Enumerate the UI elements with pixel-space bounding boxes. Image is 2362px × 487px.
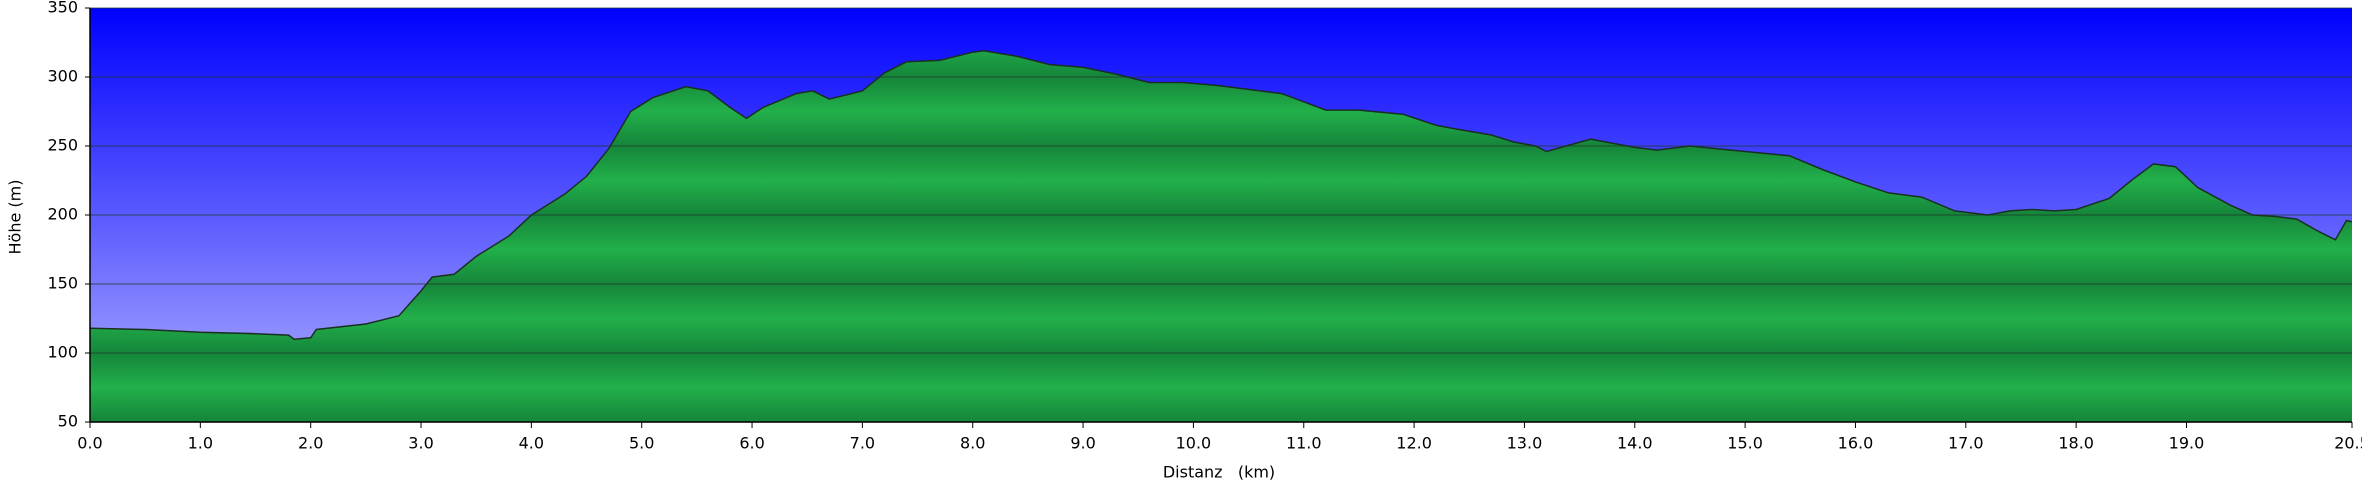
x-tick-label: 17.0 <box>1948 434 1984 453</box>
x-tick-label: 12.0 <box>1396 434 1432 453</box>
x-tick-label: 4.0 <box>519 434 544 453</box>
area <box>90 50 2352 423</box>
y-tick-label: 100 <box>47 343 78 362</box>
x-tick-label: 18.0 <box>2058 434 2094 453</box>
x-tick-label: 8.0 <box>960 434 985 453</box>
y-axis-title: Höhe (m) <box>6 180 25 255</box>
x-tick-label: 7.0 <box>850 434 875 453</box>
x-tick-label: 3.0 <box>408 434 433 453</box>
y-tick-label: 50 <box>58 412 78 431</box>
x-tick-label: 19.0 <box>2169 434 2205 453</box>
x-tick-label: 0.0 <box>77 434 102 453</box>
y-tick-label: 250 <box>47 136 78 155</box>
x-tick-label: 16.0 <box>1838 434 1874 453</box>
x-tick-label: 6.0 <box>739 434 764 453</box>
x-tick-label: 14.0 <box>1617 434 1653 453</box>
x-tick-label: 13.0 <box>1507 434 1543 453</box>
area-outline <box>89 50 2353 340</box>
x-tick-label: 1.0 <box>188 434 213 453</box>
x-tick-label: 20.5 <box>2334 434 2362 453</box>
y-tick-label: 200 <box>47 205 78 224</box>
x-tick-label: 5.0 <box>629 434 654 453</box>
y-tick-label: 350 <box>47 0 78 17</box>
x-axis-title: Distanz (km) <box>1163 463 1275 482</box>
x-tick-label: 15.0 <box>1727 434 1763 453</box>
x-tick-label: 10.0 <box>1176 434 1212 453</box>
x-tick-label: 9.0 <box>1070 434 1095 453</box>
y-tick-label: 150 <box>47 274 78 293</box>
y-tick-label: 300 <box>47 67 78 86</box>
x-tick-label: 2.0 <box>298 434 323 453</box>
x-tick-label: 11.0 <box>1286 434 1322 453</box>
